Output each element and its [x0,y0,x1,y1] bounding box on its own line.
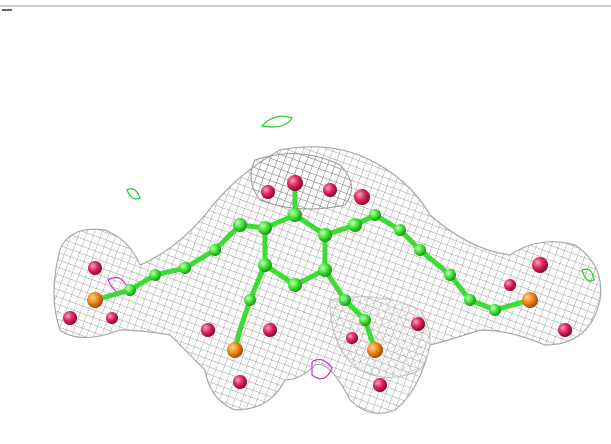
atoms [63,175,572,392]
